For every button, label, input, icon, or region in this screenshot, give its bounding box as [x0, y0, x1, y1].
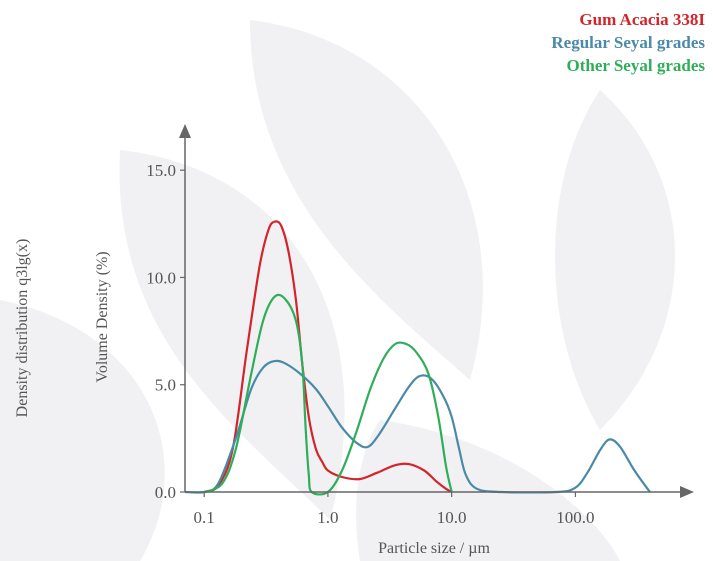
- leaf-shape: [555, 90, 675, 430]
- y-axis-arrow: [179, 124, 191, 138]
- legend-item-gum-acacia: Gum Acacia 338I: [579, 10, 705, 29]
- y-axis-title: Volume Density (%): [94, 251, 111, 382]
- x-tick-label: 0.1: [194, 508, 215, 527]
- y-tick-label: 0.0: [155, 483, 176, 502]
- x-tick-label: 10.0: [437, 508, 467, 527]
- legend: Gum Acacia 338I Regular Seyal grades Oth…: [551, 8, 705, 77]
- legend-item-regular-seyal: Regular Seyal grades: [551, 33, 705, 52]
- leaf-shape: [0, 300, 165, 561]
- y-tick-label: 10.0: [146, 268, 176, 287]
- x-tick-label: 1.0: [317, 508, 338, 527]
- outer-y-axis-title: Density distribution q3lg(x): [14, 239, 31, 418]
- axes-layer: 0.0 5.0 10.0 15.0 0.1 1.0 10.0 100.0: [146, 124, 694, 527]
- y-tick-label: 5.0: [155, 376, 176, 395]
- y-tick-label: 15.0: [146, 161, 176, 180]
- leaf-shape: [119, 150, 345, 520]
- x-axis-arrow: [680, 486, 694, 498]
- x-tick-label: 100.0: [556, 508, 594, 527]
- series-line-regular-seyal: [184, 359, 651, 494]
- series-line-other-seyal: [203, 293, 453, 496]
- legend-item-other-seyal: Other Seyal grades: [566, 56, 705, 75]
- series-layer: [184, 220, 651, 496]
- x-axis-title: Particle size / µm: [378, 540, 490, 557]
- series-line-gum-acacia: [203, 220, 453, 494]
- leaf-shape: [250, 20, 483, 380]
